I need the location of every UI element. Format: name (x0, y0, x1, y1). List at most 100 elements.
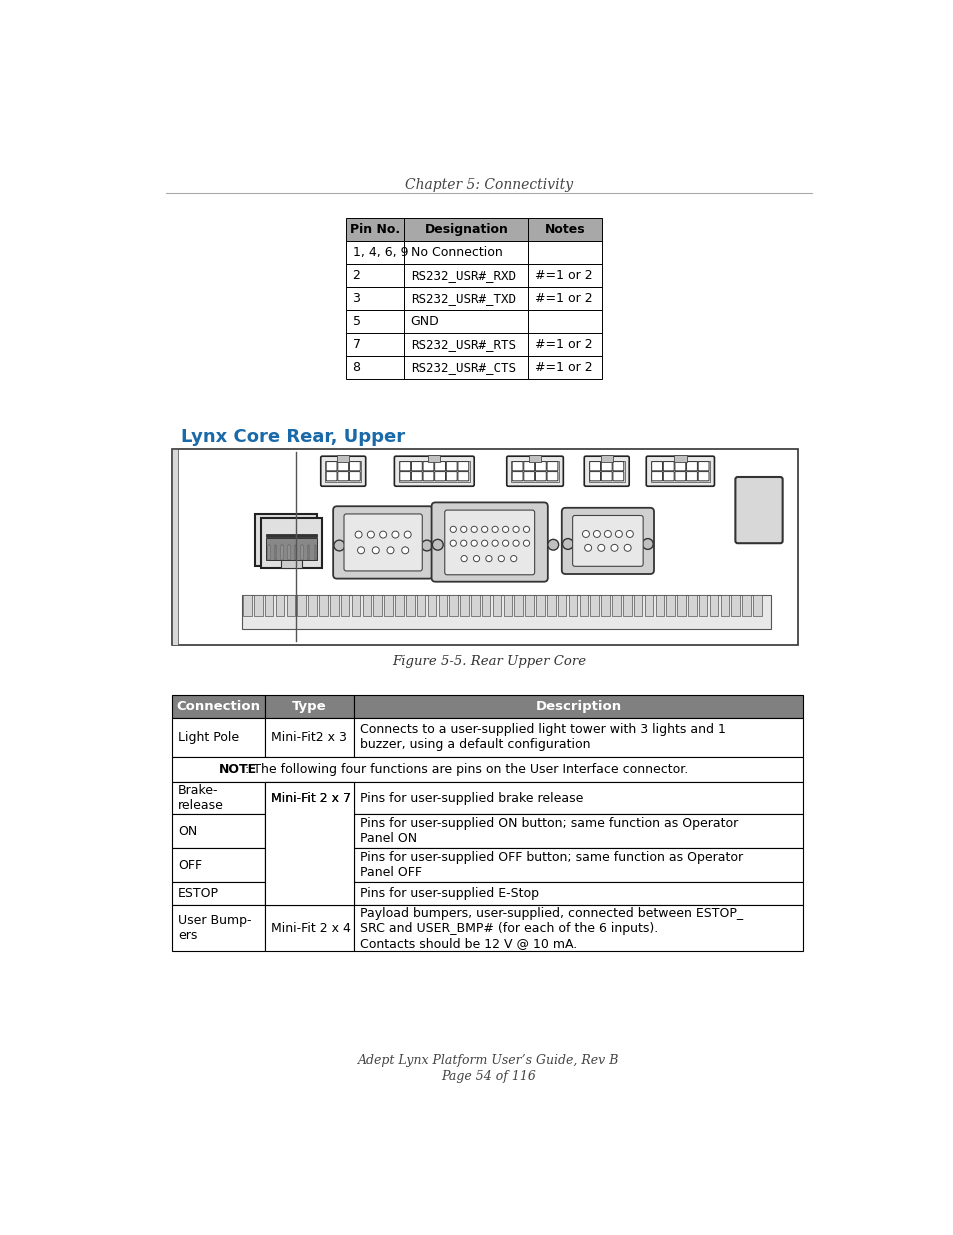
Text: #=1 or 2: #=1 or 2 (534, 338, 592, 351)
Text: Notes: Notes (544, 222, 585, 236)
Bar (346, 333, 404, 356)
Bar (493, 595, 500, 616)
Bar (731, 595, 740, 616)
Bar (373, 595, 381, 616)
Text: Lynx Core Rear, Upper: Lynx Core Rear, Upper (181, 429, 405, 446)
Bar (346, 310, 404, 333)
Bar (269, 542, 270, 558)
Bar (294, 545, 295, 561)
Bar (354, 782, 802, 814)
FancyBboxPatch shape (686, 462, 697, 471)
Bar (404, 356, 528, 379)
Text: Designation: Designation (424, 222, 508, 236)
Circle shape (471, 540, 476, 546)
FancyBboxPatch shape (612, 462, 623, 471)
Bar (568, 595, 577, 616)
Bar (590, 595, 598, 616)
Text: No Connection: No Connection (410, 246, 502, 258)
Bar (354, 814, 802, 848)
Circle shape (598, 545, 604, 551)
Bar (438, 595, 447, 616)
Circle shape (485, 556, 492, 562)
Bar (528, 333, 601, 356)
Circle shape (584, 545, 591, 551)
Circle shape (481, 540, 487, 546)
Text: Connects to a user-supplied light tower with 3 lights and 1
buzzer, using a defa: Connects to a user-supplied light tower … (360, 724, 725, 751)
Bar (528, 264, 601, 287)
Bar (346, 217, 404, 241)
FancyBboxPatch shape (326, 462, 336, 471)
Bar (650, 461, 709, 482)
Bar (558, 595, 566, 616)
Circle shape (562, 538, 573, 550)
FancyBboxPatch shape (446, 472, 456, 480)
Circle shape (334, 540, 344, 551)
FancyBboxPatch shape (349, 462, 360, 471)
Text: ON: ON (178, 825, 197, 837)
Bar (753, 595, 760, 616)
Bar (528, 310, 601, 333)
Text: Figure 5-5. Rear Upper Core: Figure 5-5. Rear Upper Core (392, 656, 585, 668)
Circle shape (379, 531, 386, 538)
Bar (459, 595, 468, 616)
Bar (525, 595, 534, 616)
Bar (274, 545, 276, 561)
FancyBboxPatch shape (446, 462, 456, 471)
FancyBboxPatch shape (561, 508, 654, 574)
Bar (428, 454, 440, 462)
Circle shape (355, 531, 362, 538)
Bar (674, 454, 686, 462)
Bar (172, 814, 265, 848)
FancyBboxPatch shape (600, 462, 612, 471)
FancyBboxPatch shape (662, 472, 674, 480)
Bar (528, 454, 540, 462)
Text: Pins for user-supplied E-Stop: Pins for user-supplied E-Stop (360, 887, 538, 900)
Text: RS232_USR#_TXD: RS232_USR#_TXD (410, 291, 516, 305)
Circle shape (450, 540, 456, 546)
Circle shape (523, 526, 529, 532)
Text: 5: 5 (353, 315, 360, 329)
FancyBboxPatch shape (686, 472, 697, 480)
Bar (172, 905, 265, 951)
Bar (449, 595, 457, 616)
Bar (172, 782, 265, 814)
Bar (536, 595, 544, 616)
Text: Type: Type (292, 700, 327, 713)
Bar (406, 595, 415, 616)
Bar (720, 595, 728, 616)
Bar (354, 905, 802, 951)
FancyBboxPatch shape (344, 514, 422, 571)
Bar (265, 718, 354, 757)
Bar (612, 595, 620, 616)
Text: 1, 4, 6, 9: 1, 4, 6, 9 (353, 246, 408, 258)
FancyBboxPatch shape (349, 472, 360, 480)
Bar (655, 595, 663, 616)
FancyBboxPatch shape (333, 506, 433, 579)
Circle shape (510, 556, 517, 562)
FancyBboxPatch shape (422, 462, 434, 471)
Circle shape (502, 526, 508, 532)
Bar (528, 356, 601, 379)
Bar (398, 461, 469, 482)
Bar (404, 241, 528, 264)
Text: 7: 7 (353, 338, 360, 351)
Bar (741, 595, 750, 616)
Bar (319, 595, 328, 616)
Bar (282, 542, 284, 558)
Text: Mini-Fit 2 x 7: Mini-Fit 2 x 7 (271, 792, 351, 804)
FancyBboxPatch shape (698, 472, 708, 480)
Bar (330, 595, 338, 616)
Bar (354, 695, 802, 718)
Bar (354, 848, 802, 882)
Text: Mini-Fit 2 x 7: Mini-Fit 2 x 7 (271, 792, 351, 804)
Bar (308, 595, 316, 616)
FancyBboxPatch shape (337, 472, 348, 480)
FancyBboxPatch shape (320, 456, 365, 487)
Circle shape (497, 556, 504, 562)
Bar (289, 542, 291, 558)
Bar (266, 537, 316, 561)
Text: #=1 or 2: #=1 or 2 (534, 291, 592, 305)
Bar (511, 461, 558, 482)
Text: Mini-Fit2 x 3: Mini-Fit2 x 3 (271, 731, 347, 743)
FancyBboxPatch shape (600, 472, 612, 480)
